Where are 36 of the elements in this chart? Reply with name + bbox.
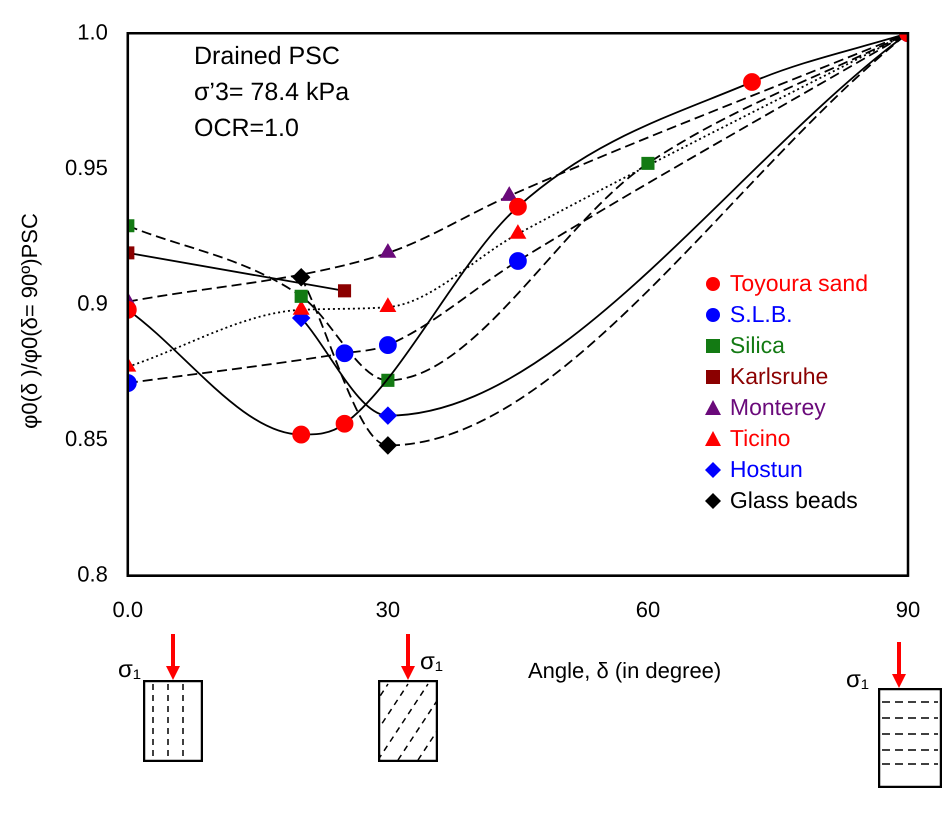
legend-label: Hostun: [728, 455, 804, 484]
point: [378, 336, 397, 354]
x-tick-label: 60: [636, 596, 660, 622]
y-axis-title: φ0(δ )/φ0(δ= 90º)PSC: [17, 213, 43, 429]
point: [641, 156, 654, 170]
point: [378, 436, 397, 454]
annotation: Drained PSC: [194, 41, 341, 72]
y-tick-label: 0.95: [64, 154, 108, 180]
legend-label: Glass beads: [728, 486, 859, 515]
y-tick-label: 1.0: [77, 19, 108, 44]
x-tick-label: 30: [376, 596, 400, 622]
legend-label: Monterey: [728, 393, 827, 422]
point: [378, 406, 397, 424]
legend-label: Ticino: [728, 424, 792, 453]
y-tick-label: 0.85: [64, 426, 108, 452]
x-axis-title: Angle, δ (in degree): [528, 658, 722, 684]
point: [509, 252, 527, 270]
annotation: OCR=1.0: [194, 113, 300, 144]
legend-label: Toyoura sand: [728, 269, 868, 298]
x-tick-label: 0.0: [112, 596, 144, 622]
point: [336, 344, 354, 362]
point: [743, 73, 761, 91]
point: [336, 414, 354, 433]
x-tick-label: 90: [896, 596, 920, 622]
legend-label: S.L.B.: [728, 300, 794, 329]
legend-label: Silica: [728, 331, 786, 360]
annotation: σ’3= 78.4 kPa: [194, 77, 350, 108]
point: [509, 198, 527, 216]
point: [292, 426, 310, 444]
text: σ₁: [118, 656, 141, 684]
point: [294, 290, 308, 303]
text: σ₁: [846, 666, 869, 694]
y-tick-label: 0.8: [77, 562, 108, 587]
text: σ₁: [420, 648, 443, 676]
y-tick-label: 0.9: [77, 290, 108, 316]
legend-label: Karlsruhe: [728, 362, 830, 391]
